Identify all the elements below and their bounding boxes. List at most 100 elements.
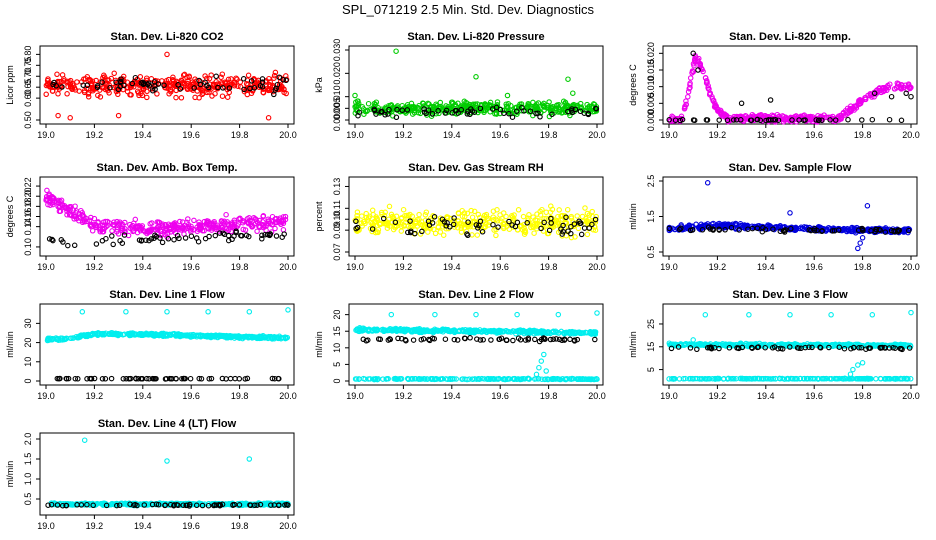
y-axis-label: ml/min: [628, 203, 638, 230]
data-point: [55, 112, 61, 119]
data-point: [99, 238, 106, 244]
data-point: [271, 72, 278, 79]
data-series: [690, 50, 914, 107]
data-point: [206, 75, 213, 82]
data-point: [63, 205, 69, 212]
y-tick-label: 5: [332, 362, 342, 367]
y-tick-label: 1.5: [23, 453, 33, 466]
data-point: [205, 218, 211, 224]
data-point: [124, 85, 131, 91]
data-point: [107, 84, 113, 91]
data-point: [592, 336, 598, 343]
data-point: [164, 309, 170, 315]
data-point: [196, 95, 202, 101]
y-tick-label: 30: [23, 318, 33, 328]
data-point: [67, 115, 73, 121]
data-point: [55, 91, 61, 97]
y-tick-label: 0.000: [332, 109, 342, 132]
data-point: [690, 337, 696, 343]
data-point: [400, 206, 407, 213]
data-point: [716, 117, 722, 123]
data-point: [186, 224, 192, 230]
plot-frame: [39, 303, 295, 386]
data-point: [514, 311, 520, 318]
y-tick-label: 0.20: [23, 187, 33, 205]
data-point: [89, 78, 96, 84]
data-point: [232, 81, 238, 87]
data-point: [213, 73, 219, 80]
x-tick-label: 19.0: [37, 521, 55, 531]
x-tick-label: 20.0: [279, 391, 297, 401]
data-point: [691, 62, 697, 69]
data-point: [251, 85, 258, 91]
data-point: [99, 79, 105, 85]
x-tick-label: 20.0: [279, 130, 297, 140]
data-point: [50, 237, 56, 244]
data-point: [176, 235, 182, 242]
data-point: [101, 74, 108, 80]
data-point: [683, 98, 689, 104]
data-point: [855, 245, 861, 252]
data-point: [757, 117, 764, 124]
data-point: [371, 100, 378, 107]
data-point: [687, 75, 694, 81]
figure-title: SPL_071219 2.5 Min. Std. Dev. Diagnostic…: [342, 2, 594, 17]
data-point: [549, 111, 555, 118]
data-point: [191, 217, 197, 224]
data-point: [219, 71, 226, 77]
data-point: [593, 106, 600, 112]
data-point: [748, 117, 755, 123]
data-point: [280, 227, 287, 233]
data-point: [425, 100, 431, 107]
data-point: [443, 107, 450, 114]
data-point: [565, 76, 571, 82]
y-tick-label: 0.030: [332, 39, 342, 62]
data-point: [437, 229, 444, 235]
y-tick-label: 0.16: [23, 208, 33, 226]
data-point: [478, 102, 485, 108]
data-point: [666, 117, 672, 123]
data-point: [102, 80, 108, 86]
data-point: [259, 236, 265, 242]
x-tick-label: 20.0: [588, 130, 606, 140]
data-point: [60, 239, 66, 245]
data-point: [47, 194, 53, 201]
data-point: [473, 311, 479, 318]
data-point: [416, 211, 422, 218]
data-point: [220, 85, 226, 91]
data-point: [501, 110, 507, 117]
x-tick-label: 19.0: [37, 130, 55, 140]
data-point: [884, 84, 890, 90]
data-point: [277, 215, 283, 221]
data-point: [106, 220, 112, 226]
data-point: [121, 82, 127, 89]
data-point: [857, 240, 863, 246]
data-point: [245, 72, 252, 79]
data-point: [832, 117, 839, 123]
data-point: [111, 70, 117, 77]
data-point: [76, 88, 82, 94]
data-point: [538, 358, 545, 364]
data-point: [388, 106, 395, 113]
data-point: [175, 82, 181, 88]
x-tick-label: 19.2: [86, 521, 104, 531]
data-point: [378, 108, 385, 115]
y-axis-label: kPa: [314, 77, 324, 93]
data-point: [728, 117, 734, 124]
data-point: [503, 103, 510, 109]
data-point: [122, 228, 128, 235]
data-point: [254, 79, 261, 85]
data-point: [153, 233, 160, 240]
plot-frame: [662, 45, 918, 125]
data-point: [749, 111, 756, 118]
plot-frame: [348, 45, 604, 125]
x-tick-label: 19.4: [757, 130, 775, 140]
data-point: [531, 230, 537, 236]
data-point: [265, 115, 272, 121]
data-point: [506, 226, 513, 232]
y-tick-label: 10: [23, 357, 33, 367]
y-tick-label: 0.70: [23, 67, 33, 85]
data-point: [758, 112, 764, 118]
